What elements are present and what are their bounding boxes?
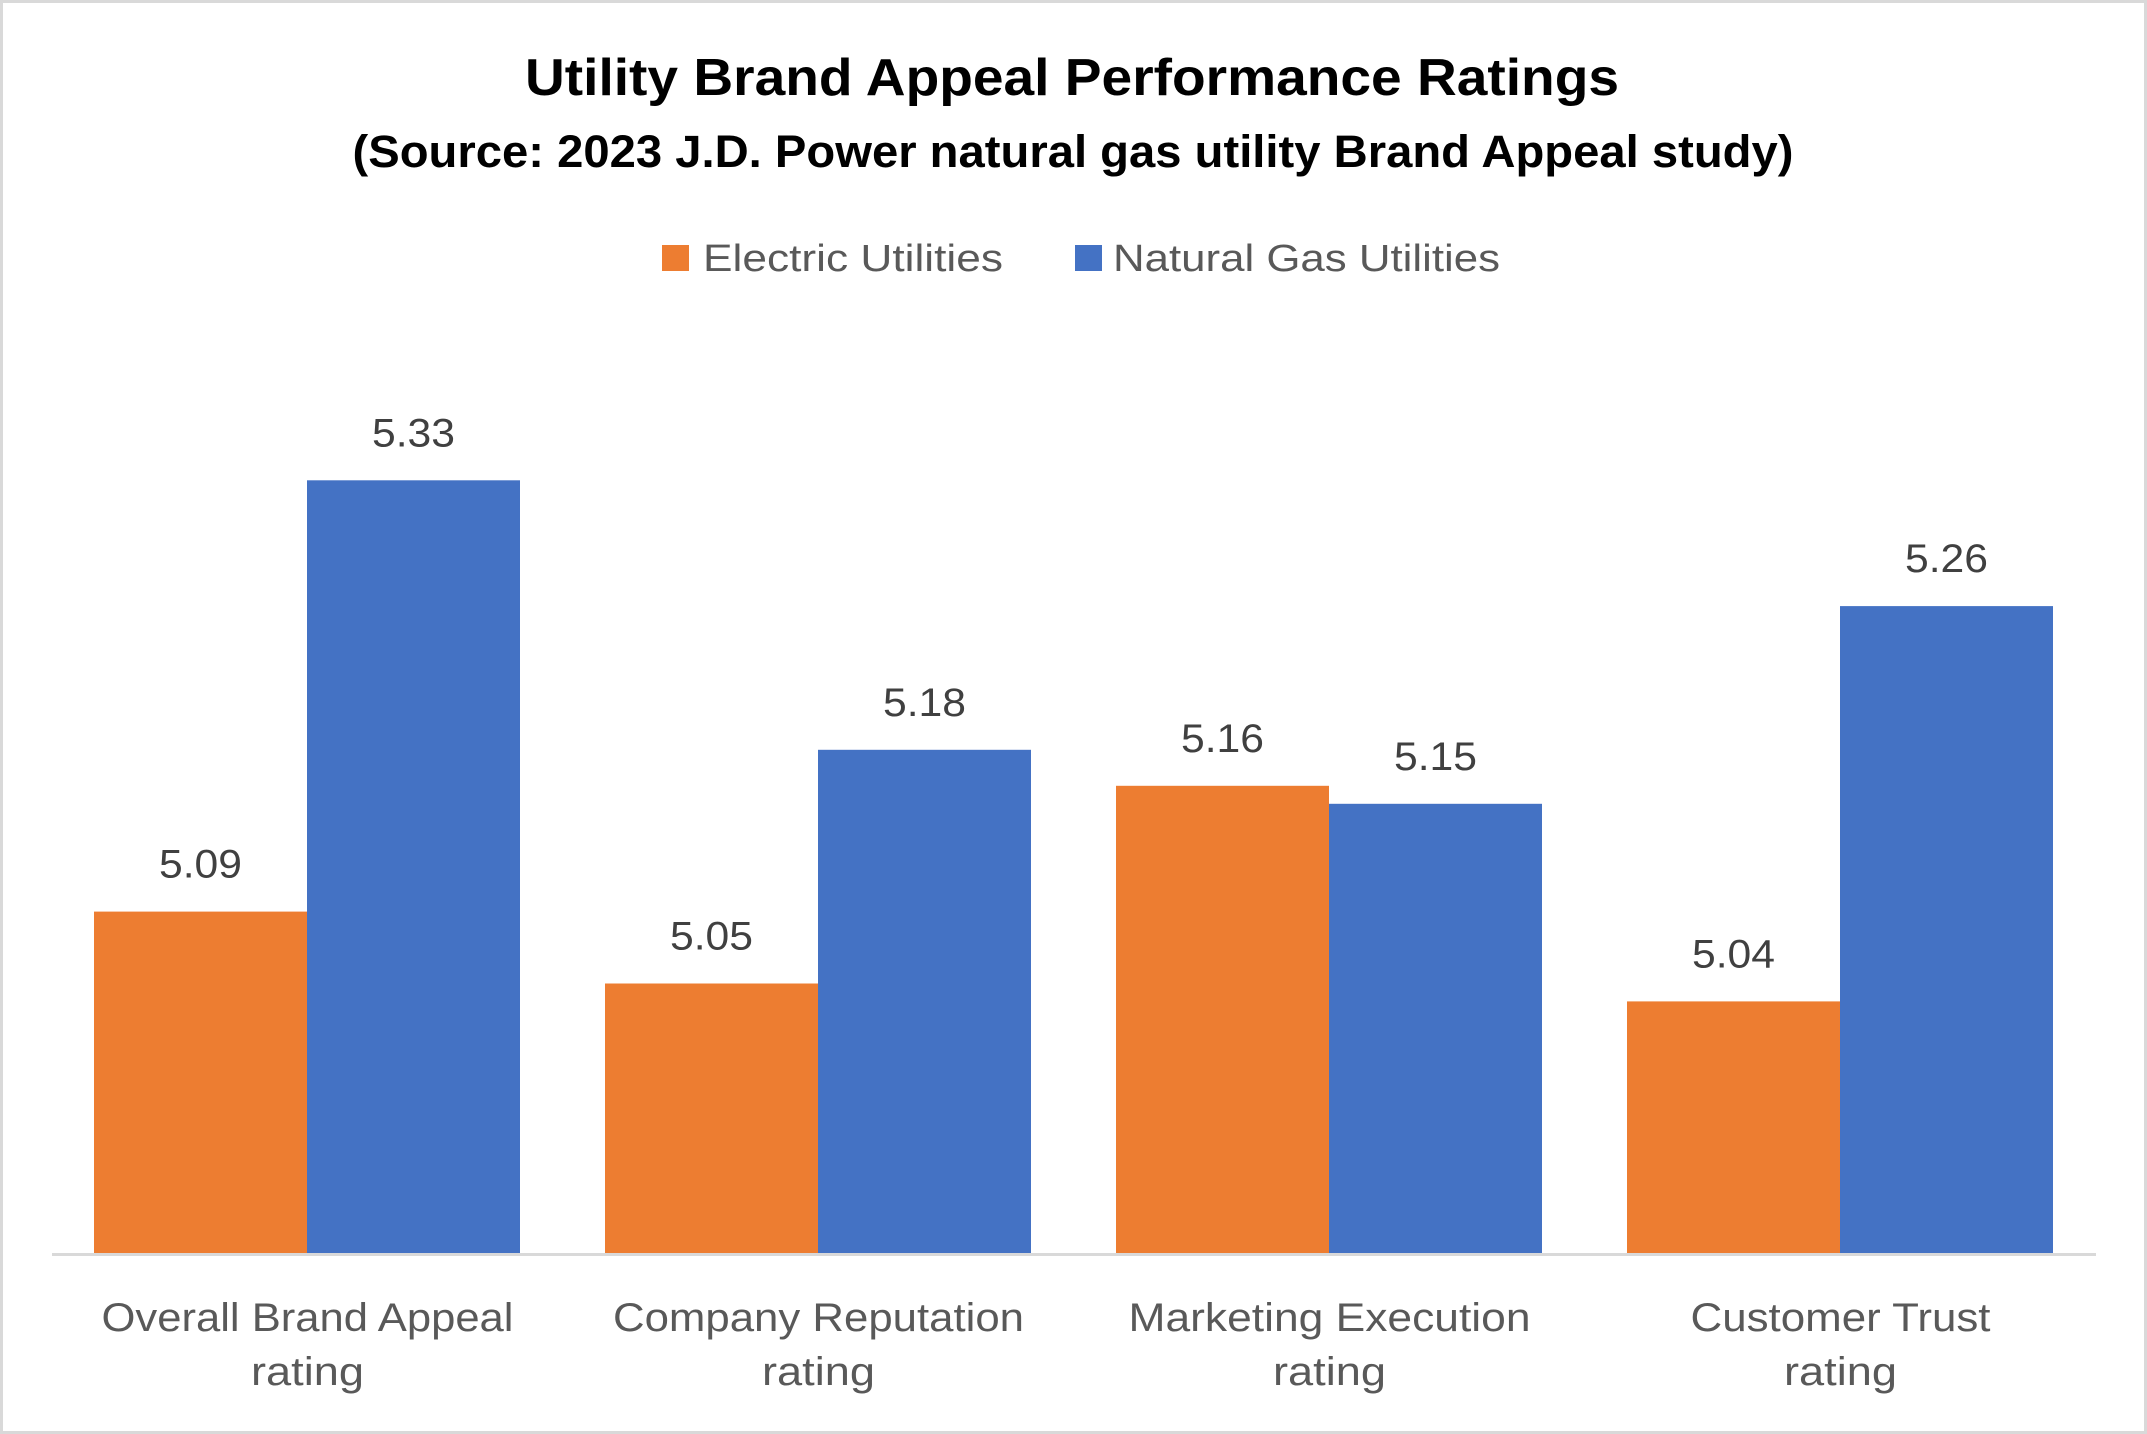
bar-electric-utilities-marketing-execution-rating[interactable] [1116, 785, 1329, 1253]
category-label-customer-trust-rating-line-1: Customer Trust [1691, 1296, 1991, 1340]
legend-label-electric-utilities: Electric Utilities [703, 238, 1003, 280]
chart-title: Utility Brand Appeal Performance Ratings [525, 49, 1619, 107]
legend-item-natural-gas-utilities[interactable]: Natural Gas Utilities [1075, 238, 1500, 280]
bar-electric-utilities-overall-brand-appeal-rating[interactable] [94, 911, 307, 1253]
legend: Electric Utilities Natural Gas Utilities [662, 238, 1500, 280]
value-label-natural-gas-utilities-company-reputation-rating: 5.18 [883, 681, 966, 725]
category-label-overall-brand-appeal-rating-line-1: Overall Brand Appeal [102, 1296, 514, 1340]
value-label-electric-utilities-marketing-execution-rating: 5.16 [1181, 717, 1264, 761]
plot-area: 5.09 5.33 5.05 5.18 5.16 5.15 5.04 5.26 Overall… [52, 411, 2096, 1394]
x-axis-category-labels: Overall Brand Appeal rating Company Reputa… [102, 1296, 1991, 1394]
legend-swatch-electric-utilities [662, 245, 689, 271]
bar-natural-gas-utilities-overall-brand-appeal-rating[interactable] [307, 480, 520, 1253]
value-label-natural-gas-utilities-marketing-execution-rating: 5.15 [1394, 735, 1477, 779]
value-label-electric-utilities-company-reputation-rating: 5.05 [670, 915, 753, 959]
bars [94, 480, 2053, 1254]
bar-natural-gas-utilities-marketing-execution-rating[interactable] [1329, 803, 1542, 1254]
bar-electric-utilities-customer-trust-rating[interactable] [1627, 1001, 1840, 1253]
category-label-company-reputation-rating-line-2: rating [762, 1350, 875, 1394]
category-label-overall-brand-appeal-rating-line-2: rating [251, 1350, 364, 1394]
value-label-natural-gas-utilities-customer-trust-rating: 5.26 [1905, 537, 1988, 581]
legend-label-natural-gas-utilities: Natural Gas Utilities [1113, 238, 1500, 280]
category-label-marketing-execution-rating-line-2: rating [1273, 1350, 1386, 1394]
value-label-electric-utilities-overall-brand-appeal-rating: 5.09 [159, 843, 242, 887]
bar-natural-gas-utilities-company-reputation-rating[interactable] [818, 749, 1031, 1253]
bar-natural-gas-utilities-customer-trust-rating[interactable] [1840, 606, 2053, 1253]
legend-item-electric-utilities[interactable]: Electric Utilities [662, 238, 1003, 280]
category-label-customer-trust-rating-line-2: rating [1784, 1350, 1897, 1394]
bar-electric-utilities-company-reputation-rating[interactable] [605, 983, 818, 1254]
legend-swatch-natural-gas-utilities [1075, 245, 1102, 271]
category-label-marketing-execution-rating-line-1: Marketing Execution [1129, 1296, 1531, 1340]
value-labels: 5.09 5.33 5.05 5.18 5.16 5.15 5.04 5.26 [159, 411, 1988, 976]
value-label-natural-gas-utilities-overall-brand-appeal-rating: 5.33 [372, 411, 455, 455]
chart-subtitle: (Source: 2023 J.D. Power natural gas uti… [353, 126, 1794, 177]
category-label-company-reputation-rating-line-1: Company Reputation [613, 1296, 1024, 1340]
value-label-electric-utilities-customer-trust-rating: 5.04 [1692, 932, 1775, 976]
